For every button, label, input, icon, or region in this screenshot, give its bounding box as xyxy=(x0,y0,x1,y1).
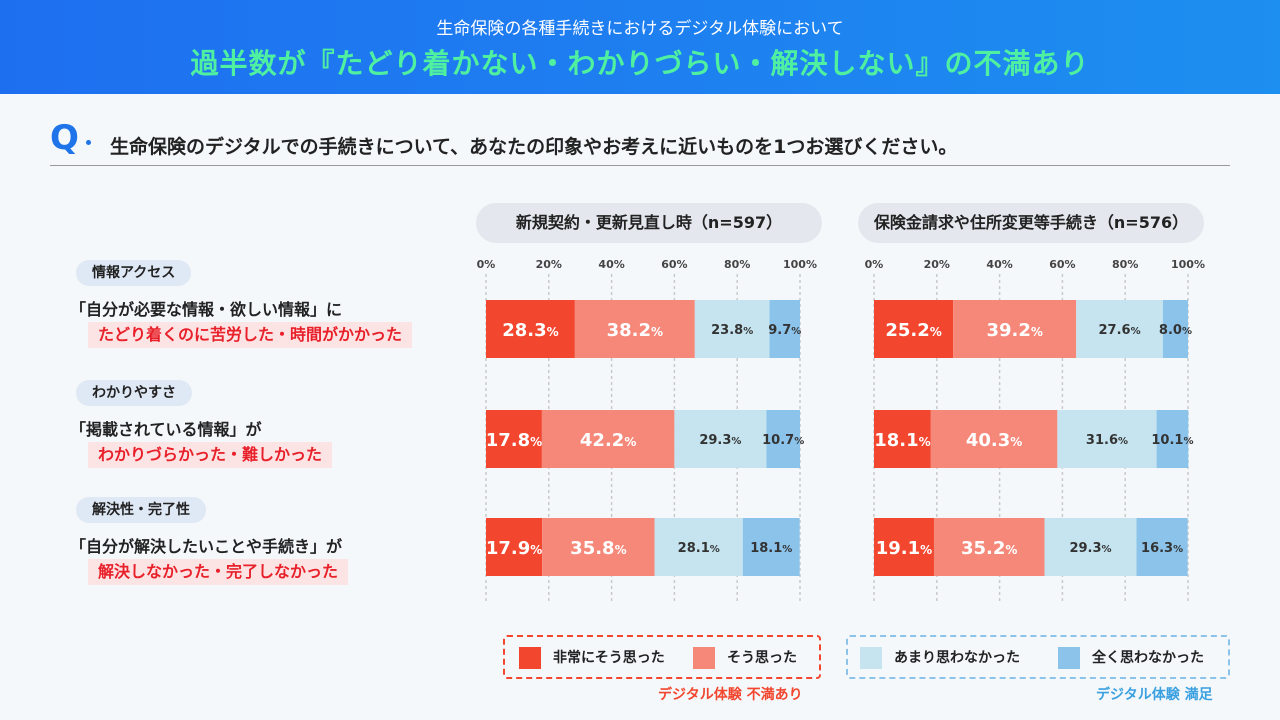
data-label-resolution-somewhat: 35.8% xyxy=(570,538,626,559)
legend-satisfied-caption: デジタル体験 満足 xyxy=(1096,687,1213,703)
question-mark: Q xyxy=(50,118,79,158)
data-label-resolution-not-at-all: 16.3% xyxy=(1141,541,1183,556)
data-label-resolution-not-at-all: 18.1% xyxy=(750,541,792,556)
bar-clarity-very-much xyxy=(486,410,542,468)
bar-resolution-very-much xyxy=(486,518,543,576)
bar-access-somewhat xyxy=(953,300,1077,358)
legend-satisfied-box: あまり思わなかった 全く思わなかった xyxy=(846,635,1230,679)
bar-access-very-much xyxy=(874,300,954,358)
question-divider xyxy=(50,165,1230,166)
bar-resolution-very-much xyxy=(874,518,934,576)
bar-resolution-not-much xyxy=(1044,518,1137,576)
data-label-access-not-much: 23.8% xyxy=(711,323,753,338)
bar-clarity-not-at-all xyxy=(1156,410,1189,468)
bar-resolution-somewhat xyxy=(933,518,1045,576)
data-label-clarity-not-at-all: 10.1% xyxy=(1151,433,1193,448)
legend-item-somewhat: そう思った xyxy=(693,647,797,669)
header-title: 過半数が『たどり着かない・わかりづらい・解決しない』の不満あり xyxy=(190,47,1090,80)
data-label-access-not-at-all: 9.7% xyxy=(768,323,801,338)
legend-label-somewhat: そう思った xyxy=(727,650,797,666)
row-tag-access: 情報アクセス xyxy=(76,260,192,286)
bar-resolution-not-much xyxy=(654,518,743,576)
bar-access-not-much xyxy=(694,300,770,358)
data-label-resolution-not-much: 28.1% xyxy=(678,541,720,556)
bar-clarity-somewhat xyxy=(930,410,1058,468)
bar-clarity-not-much xyxy=(1057,410,1157,468)
header-banner: 生命保険の各種手続きにおけるデジタル体験において 過半数が『たどり着かない・わか… xyxy=(0,0,1280,94)
row-tag-clarity: わかりやすさ xyxy=(76,380,192,406)
data-label-clarity-not-at-all: 10.7% xyxy=(762,433,804,448)
x-tick-label: 100% xyxy=(783,258,817,271)
header-subtitle: 生命保険の各種手続きにおけるデジタル体験において xyxy=(436,19,844,39)
chart2-svg: 0% 20% 40% 60% 80% 100% 25.2% 39.2% 27.6% 8.0% 18.… xyxy=(865,258,1205,602)
row-highlight-access: たどり着くのに苦労した・時間がかかった xyxy=(88,322,413,348)
x-tick-label: 20% xyxy=(536,258,562,271)
bar-clarity-very-much xyxy=(874,410,931,468)
legend-dissatisfied-caption: デジタル体験 不満あり xyxy=(658,687,803,703)
bar-clarity-not-much xyxy=(674,410,767,468)
bar-resolution-not-at-all xyxy=(1136,518,1188,576)
row-statement-resolution: 「自分が解決したいことや手続き」が xyxy=(70,537,343,556)
data-label-access-very-much: 25.2% xyxy=(885,320,941,341)
bar-clarity-not-at-all xyxy=(766,410,800,468)
legend-item-not-much: あまり思わなかった xyxy=(860,647,1020,669)
bar-access-very-much xyxy=(486,300,575,358)
x-tick-label: 0% xyxy=(865,258,884,271)
x-tick-label: 40% xyxy=(598,258,624,271)
bar-clarity-somewhat xyxy=(541,410,675,468)
bar-access-somewhat xyxy=(574,300,695,358)
data-label-clarity-somewhat: 42.2% xyxy=(580,430,636,451)
data-label-access-somewhat: 39.2% xyxy=(986,320,1042,341)
question-text: 生命保険のデジタルでの手続きについて、あなたの印象やお考えに近いものを1つお選び… xyxy=(110,136,958,158)
x-tick-label: 0% xyxy=(477,258,496,271)
x-tick-label: 80% xyxy=(1112,258,1138,271)
bar-resolution-somewhat xyxy=(542,518,655,576)
x-tick-label: 20% xyxy=(924,258,950,271)
chart2-title: 保険金請求や住所変更等手続き（n=576） xyxy=(858,203,1204,243)
x-tick-label: 60% xyxy=(661,258,687,271)
row-tag-resolution: 解決性・完了性 xyxy=(76,497,206,523)
legend-item-very-much: 非常にそう思った xyxy=(519,647,665,669)
bar-access-not-at-all xyxy=(769,300,800,358)
data-label-resolution-not-much: 29.3% xyxy=(1069,541,1111,556)
data-label-access-very-much: 28.3% xyxy=(502,320,558,341)
row-statement-clarity: 「掲載されている情報」が xyxy=(70,420,262,439)
chart1-svg: 0% 20% 40% 60% 80% 100% 28.3% 38.2% 23.8% 9.7% 17.… xyxy=(477,258,817,602)
data-label-clarity-somewhat: 40.3% xyxy=(966,430,1022,451)
row-highlight-resolution: 解決しなかった・完了しなかった xyxy=(88,559,349,585)
x-tick-label: 80% xyxy=(724,258,750,271)
data-label-resolution-very-much: 17.9% xyxy=(486,538,542,559)
data-label-clarity-very-much: 17.8% xyxy=(486,430,542,451)
legend-swatch-not-at-all xyxy=(1058,647,1080,669)
data-label-resolution-somewhat: 35.2% xyxy=(961,538,1017,559)
x-tick-label: 60% xyxy=(1049,258,1075,271)
legend-dissatisfied-box: 非常にそう思った そう思った xyxy=(503,635,821,679)
data-label-resolution-very-much: 19.1% xyxy=(876,538,932,559)
bar-resolution-not-at-all xyxy=(742,518,800,576)
legend-label-not-at-all: 全く思わなかった xyxy=(1092,650,1204,666)
data-label-clarity-not-much: 29.3% xyxy=(699,433,741,448)
data-label-clarity-very-much: 18.1% xyxy=(874,430,930,451)
bar-access-not-much xyxy=(1076,300,1163,358)
legend-swatch-not-much xyxy=(860,647,882,669)
legend-label-not-much: あまり思わなかった xyxy=(894,650,1020,666)
legend-label-very-much: 非常にそう思った xyxy=(553,650,665,666)
question-dot xyxy=(86,140,91,145)
legend-item-not-at-all: 全く思わなかった xyxy=(1058,647,1204,669)
chart1-title: 新規契約・更新見直し時（n=597） xyxy=(476,203,822,243)
legend-swatch-somewhat xyxy=(693,647,715,669)
x-tick-label: 40% xyxy=(986,258,1012,271)
legend-swatch-very-much xyxy=(519,647,541,669)
data-label-clarity-not-much: 31.6% xyxy=(1086,433,1128,448)
x-tick-label: 100% xyxy=(1171,258,1205,271)
bar-access-not-at-all xyxy=(1162,300,1188,358)
data-label-access-somewhat: 38.2% xyxy=(607,320,663,341)
data-label-access-not-at-all: 8.0% xyxy=(1159,323,1192,338)
row-highlight-clarity: わかりづらかった・難しかった xyxy=(88,442,333,468)
data-label-access-not-much: 27.6% xyxy=(1098,323,1140,338)
row-statement-access: 「自分が必要な情報・欲しい情報」に xyxy=(70,300,343,319)
